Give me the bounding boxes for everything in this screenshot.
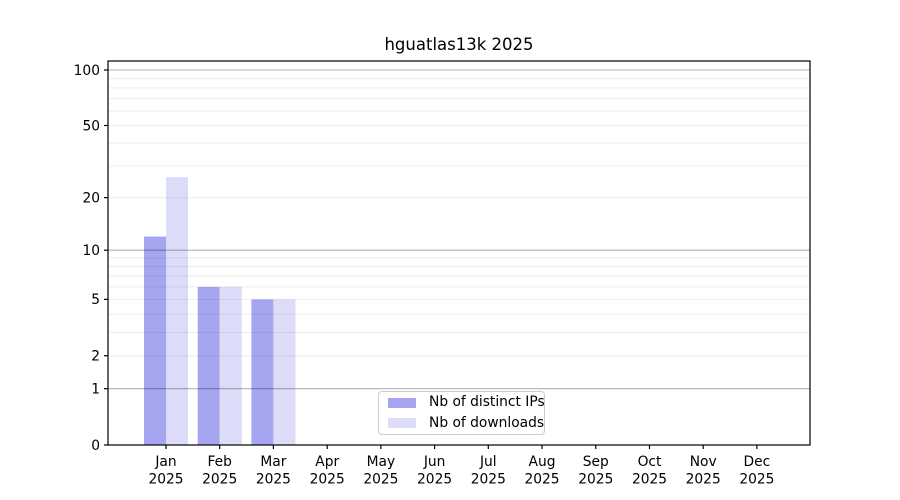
x-tick-label-apr: Apr 2025: [310, 454, 345, 488]
legend-label-distinct-ips: Nb of distinct IPs: [429, 393, 545, 410]
plot-spines: [107, 60, 811, 446]
x-tick-label-jan: Jan 2025: [148, 454, 183, 488]
x-tick-label-jul: Jul 2025: [471, 454, 506, 488]
legend-item-downloads: Nb of downloads: [388, 415, 544, 432]
x-tick-label-mar: Mar 2025: [256, 454, 291, 488]
bar-mar-downloads: [273, 299, 296, 445]
x-tick-label-nov: Nov 2025: [686, 454, 721, 488]
x-tick-label-feb: Feb 2025: [202, 454, 237, 488]
bar-feb-distinct-ips: [197, 286, 220, 445]
legend-label-downloads: Nb of downloads: [429, 414, 545, 431]
x-tick-label-sep: Sep 2025: [578, 454, 613, 488]
y-tick-label: 1: [91, 382, 100, 398]
y-tick-label: 0: [91, 438, 100, 454]
bar-jan-distinct-ips: [144, 236, 166, 445]
bar-jan-downloads: [166, 177, 188, 445]
legend-item-distinct-ips: Nb of distinct IPs: [388, 394, 545, 411]
y-tick-label: 20: [82, 190, 100, 206]
x-tick-label-dec: Dec 2025: [739, 454, 774, 488]
y-tick-label: 2: [91, 349, 100, 365]
legend: Nb of distinct IPs Nb of downloads: [378, 391, 545, 435]
x-tick-label-jun: Jun 2025: [417, 454, 452, 488]
y-tick-label: 50: [82, 118, 100, 134]
x-tick-label-oct: Oct 2025: [632, 454, 667, 488]
chart-title: hguatlas13k 2025: [384, 35, 534, 54]
y-tick-label: 10: [82, 243, 100, 259]
x-tick-label-may: May 2025: [363, 454, 398, 488]
legend-swatch-distinct-ips: [388, 397, 416, 408]
x-tick-label-aug: Aug 2025: [524, 454, 559, 488]
bar-mar-distinct-ips: [251, 299, 274, 445]
bar-feb-downloads: [219, 286, 242, 445]
legend-swatch-downloads: [388, 418, 416, 429]
y-tick-label: 100: [74, 63, 100, 79]
y-tick-label: 5: [91, 292, 100, 308]
